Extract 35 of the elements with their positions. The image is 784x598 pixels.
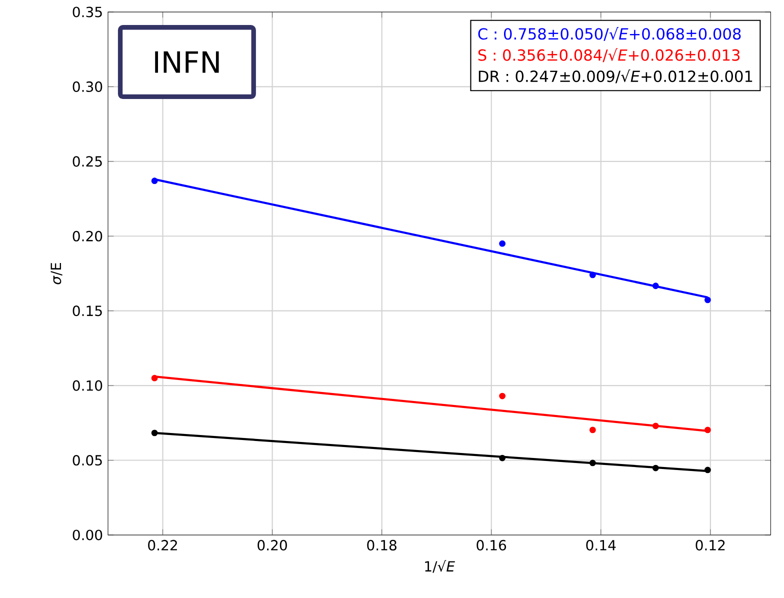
text: C : 0.758±0.050/√E+0.068±0.008: [478, 27, 741, 41]
point: [704, 426, 711, 434]
x-tick-label: 0.22: [148, 540, 177, 550]
point: [151, 374, 158, 382]
point: [499, 392, 506, 400]
x-tick-label: 0.20: [258, 540, 287, 550]
point: [151, 178, 158, 184]
point: [704, 466, 711, 474]
x-axis-title: 1/√E: [425, 560, 455, 573]
point: [652, 464, 659, 472]
x-tick-label: 0.18: [367, 540, 396, 550]
point: [589, 426, 596, 434]
x-tick-label: 0.12: [696, 540, 725, 550]
point: [499, 454, 506, 462]
y-tick-label: 0.10: [72, 380, 102, 391]
annotation: INFN: [155, 51, 219, 73]
x-tick-label: 0.16: [476, 540, 506, 550]
point: [589, 460, 596, 466]
point: [499, 240, 506, 247]
y-tick-label: 0.15: [72, 306, 102, 316]
point: [704, 296, 711, 304]
y-tick-label: 0.05: [72, 454, 102, 466]
y-tick-label: 0.35: [72, 6, 102, 18]
y-tick-label: 0.25: [72, 156, 102, 167]
y-axis-title: σ/E: [50, 262, 62, 284]
point: [589, 272, 596, 278]
text: S : 0.356±0.084/√E+0.026±0.013: [478, 48, 740, 62]
y-tick-label: 0.00: [72, 530, 102, 540]
point: [652, 422, 659, 430]
y-tick-label: 0.30: [72, 81, 102, 92]
y-tick-label: 0.20: [72, 230, 102, 242]
x-tick-label: 0.14: [586, 540, 616, 550]
legend-label: DR : 0.247±0.009/√E+0.012±0.001: [478, 69, 752, 84]
point: [151, 430, 158, 436]
point: [652, 282, 659, 290]
